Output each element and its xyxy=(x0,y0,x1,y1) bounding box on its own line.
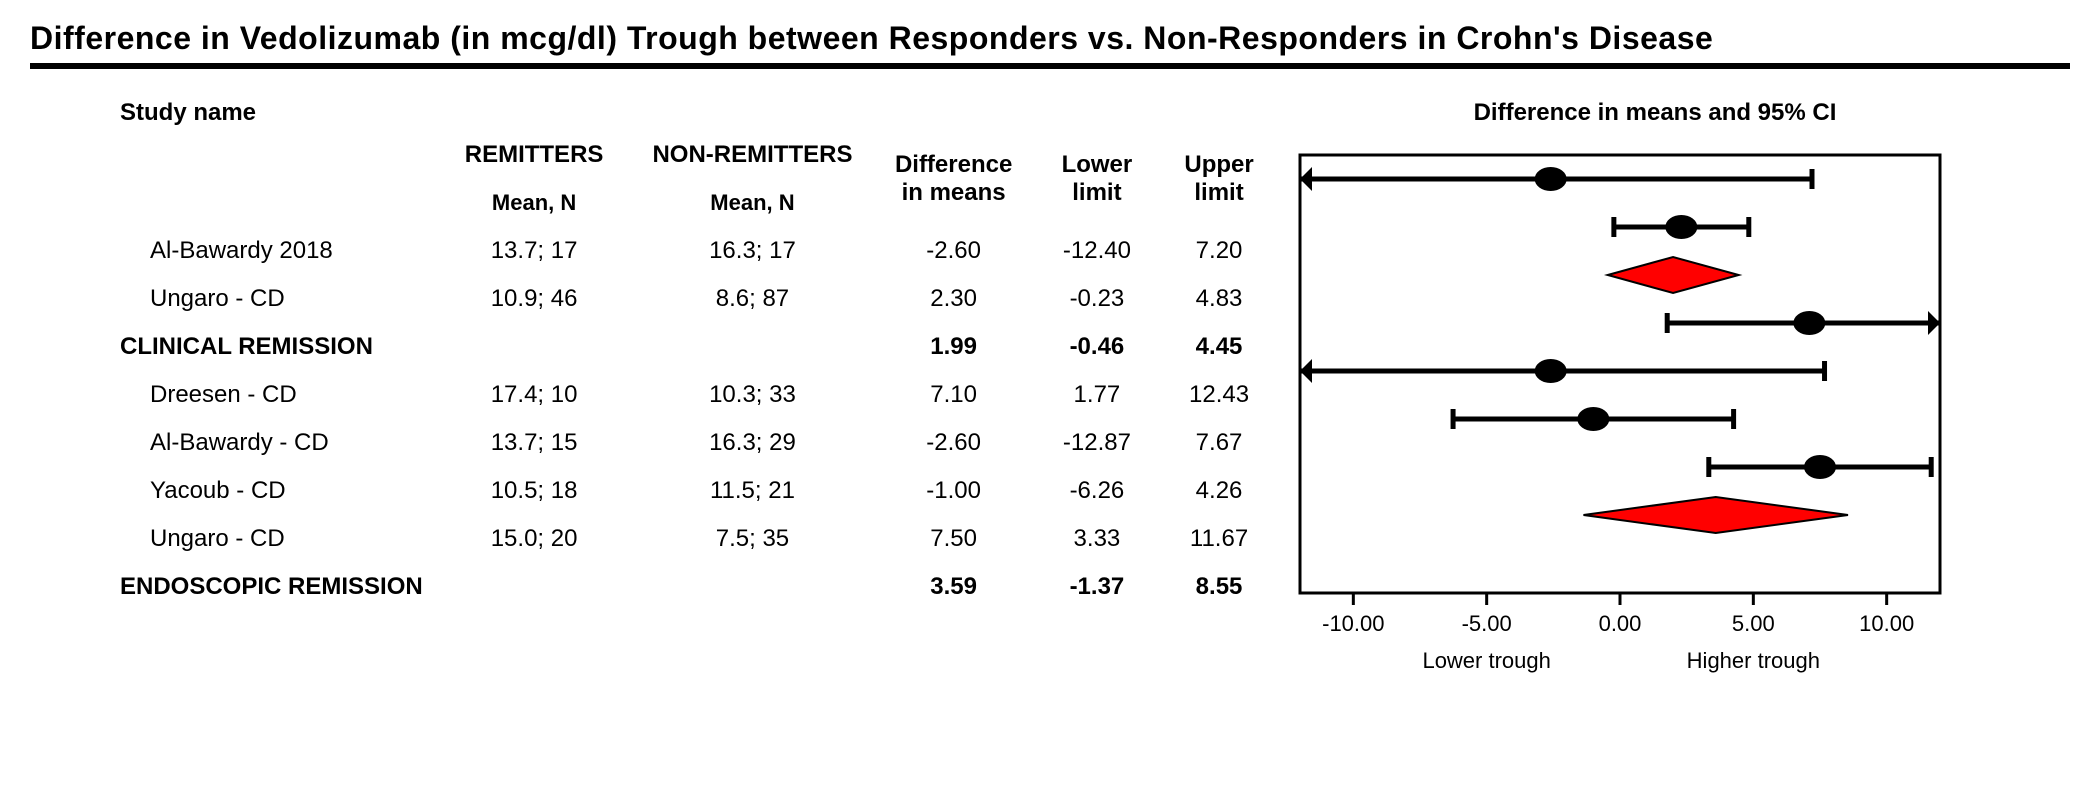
upper-cell: 7.67 xyxy=(1158,419,1280,467)
col-nonremitters: NON-REMITTERS xyxy=(633,131,871,179)
point-marker xyxy=(1535,167,1567,191)
remitters-cell: 15.0; 20 xyxy=(435,515,634,563)
study-name-cell: CLINICAL REMISSION xyxy=(120,323,435,371)
axis-tick-label: 10.00 xyxy=(1859,611,1914,636)
axis-tick-label: -10.00 xyxy=(1322,611,1384,636)
remitters-cell: 13.7; 15 xyxy=(435,419,634,467)
study-row: Al-Bawardy 201813.7; 1716.3; 17-2.60-12.… xyxy=(120,227,1280,275)
point-marker xyxy=(1535,359,1567,383)
upper-cell: 4.83 xyxy=(1158,275,1280,323)
title-rule xyxy=(30,63,2070,69)
col-upper: Upperlimit xyxy=(1158,131,1280,227)
study-row: Dreesen - CD17.4; 1010.3; 337.101.7712.4… xyxy=(120,371,1280,419)
study-name-cell: Al-Bawardy - CD xyxy=(120,419,435,467)
nonremitters-cell xyxy=(633,323,871,371)
diff-cell: 1.99 xyxy=(871,323,1035,371)
study-name-cell: ENDOSCOPIC REMISSION xyxy=(120,563,435,611)
remitters-cell: 10.5; 18 xyxy=(435,467,634,515)
summary-row: ENDOSCOPIC REMISSION 3.59-1.378.55 xyxy=(120,563,1280,611)
study-name-cell: Ungaro - CD xyxy=(120,275,435,323)
remitters-cell xyxy=(435,563,634,611)
summary-diamond xyxy=(1608,257,1739,293)
lower-cell: -1.37 xyxy=(1036,563,1158,611)
summary-row: CLINICAL REMISSION 1.99-0.464.45 xyxy=(120,323,1280,371)
upper-cell: 8.55 xyxy=(1158,563,1280,611)
lower-cell: -0.23 xyxy=(1036,275,1158,323)
nonremitters-cell xyxy=(633,563,871,611)
lower-cell: -12.87 xyxy=(1036,419,1158,467)
forest-plot-figure: Difference in Vedolizumab (in mcg/dl) Tr… xyxy=(0,0,2100,795)
study-name-cell: Dreesen - CD xyxy=(120,371,435,419)
nonremitters-cell: 10.3; 33 xyxy=(633,371,871,419)
lower-cell: -0.46 xyxy=(1036,323,1158,371)
lower-cell: -12.40 xyxy=(1036,227,1158,275)
col-diff: Differencein means xyxy=(871,131,1035,227)
upper-cell: 12.43 xyxy=(1158,371,1280,419)
plot-title: Difference in means and 95% CI xyxy=(1280,99,2030,127)
ci-arrow-left-icon xyxy=(1300,359,1312,383)
forest-plot-svg: -10.00 -5.00 0.00 5.00 10.00 Lower trough High… xyxy=(1280,131,2020,683)
point-marker xyxy=(1793,311,1825,335)
col-remitters: REMITTERS xyxy=(435,131,634,179)
remitters-cell: 17.4; 10 xyxy=(435,371,634,419)
axis-caption-right: Higher trough xyxy=(1687,648,1820,673)
col-lower: Lowerlimit xyxy=(1036,131,1158,227)
nonremitters-cell: 8.6; 87 xyxy=(633,275,871,323)
study-row: Yacoub - CD10.5; 1811.5; 21-1.00-6.264.2… xyxy=(120,467,1280,515)
diff-cell: 3.59 xyxy=(871,563,1035,611)
upper-cell: 4.45 xyxy=(1158,323,1280,371)
header-row-1: REMITTERS NON-REMITTERS Differencein mea… xyxy=(120,131,1280,179)
axis-tick-label: -5.00 xyxy=(1462,611,1512,636)
diff-cell: 7.50 xyxy=(871,515,1035,563)
col-remitters-sub: Mean, N xyxy=(435,179,634,227)
diff-cell: 7.10 xyxy=(871,371,1035,419)
plot-frame xyxy=(1300,155,1940,593)
data-table-wrap: Study name REMITTERS NON-REMITTERS Diffe… xyxy=(30,99,1280,611)
upper-cell: 7.20 xyxy=(1158,227,1280,275)
study-row: Ungaro - CD15.0; 207.5; 357.503.3311.67 xyxy=(120,515,1280,563)
study-name-header: Study name xyxy=(120,99,1280,127)
upper-cell: 4.26 xyxy=(1158,467,1280,515)
nonremitters-cell: 11.5; 21 xyxy=(633,467,871,515)
point-marker xyxy=(1665,215,1697,239)
study-row: Al-Bawardy - CD13.7; 1516.3; 29-2.60-12.… xyxy=(120,419,1280,467)
axis-tick-label: 5.00 xyxy=(1732,611,1775,636)
ci-arrow-left-icon xyxy=(1300,167,1312,191)
nonremitters-cell: 16.3; 29 xyxy=(633,419,871,467)
lower-cell: 1.77 xyxy=(1036,371,1158,419)
upper-cell: 11.67 xyxy=(1158,515,1280,563)
remitters-cell xyxy=(435,323,634,371)
summary-diamond xyxy=(1583,497,1848,533)
study-name-cell: Ungaro - CD xyxy=(120,515,435,563)
axis-tick-label: 0.00 xyxy=(1599,611,1642,636)
diff-cell: 2.30 xyxy=(871,275,1035,323)
lower-cell: -6.26 xyxy=(1036,467,1158,515)
diff-cell: -2.60 xyxy=(871,419,1035,467)
lower-cell: 3.33 xyxy=(1036,515,1158,563)
col-nonremitters-sub: Mean, N xyxy=(633,179,871,227)
nonremitters-cell: 7.5; 35 xyxy=(633,515,871,563)
remitters-cell: 13.7; 17 xyxy=(435,227,634,275)
study-row: Ungaro - CD10.9; 468.6; 872.30-0.234.83 xyxy=(120,275,1280,323)
ci-arrow-right-icon xyxy=(1928,311,1940,335)
diff-cell: -1.00 xyxy=(871,467,1035,515)
axis-caption-left: Lower trough xyxy=(1422,648,1550,673)
study-name-cell: Yacoub - CD xyxy=(120,467,435,515)
figure-title: Difference in Vedolizumab (in mcg/dl) Tr… xyxy=(30,20,2070,57)
remitters-cell: 10.9; 46 xyxy=(435,275,634,323)
data-table: REMITTERS NON-REMITTERS Differencein mea… xyxy=(120,131,1280,611)
content-row: Study name REMITTERS NON-REMITTERS Diffe… xyxy=(30,99,2070,683)
forest-plot-wrap: Difference in means and 95% CI -10.00 -5.… xyxy=(1280,99,2030,683)
nonremitters-cell: 16.3; 17 xyxy=(633,227,871,275)
study-name-cell: Al-Bawardy 2018 xyxy=(120,227,435,275)
point-marker xyxy=(1804,455,1836,479)
diff-cell: -2.60 xyxy=(871,227,1035,275)
point-marker xyxy=(1577,407,1609,431)
